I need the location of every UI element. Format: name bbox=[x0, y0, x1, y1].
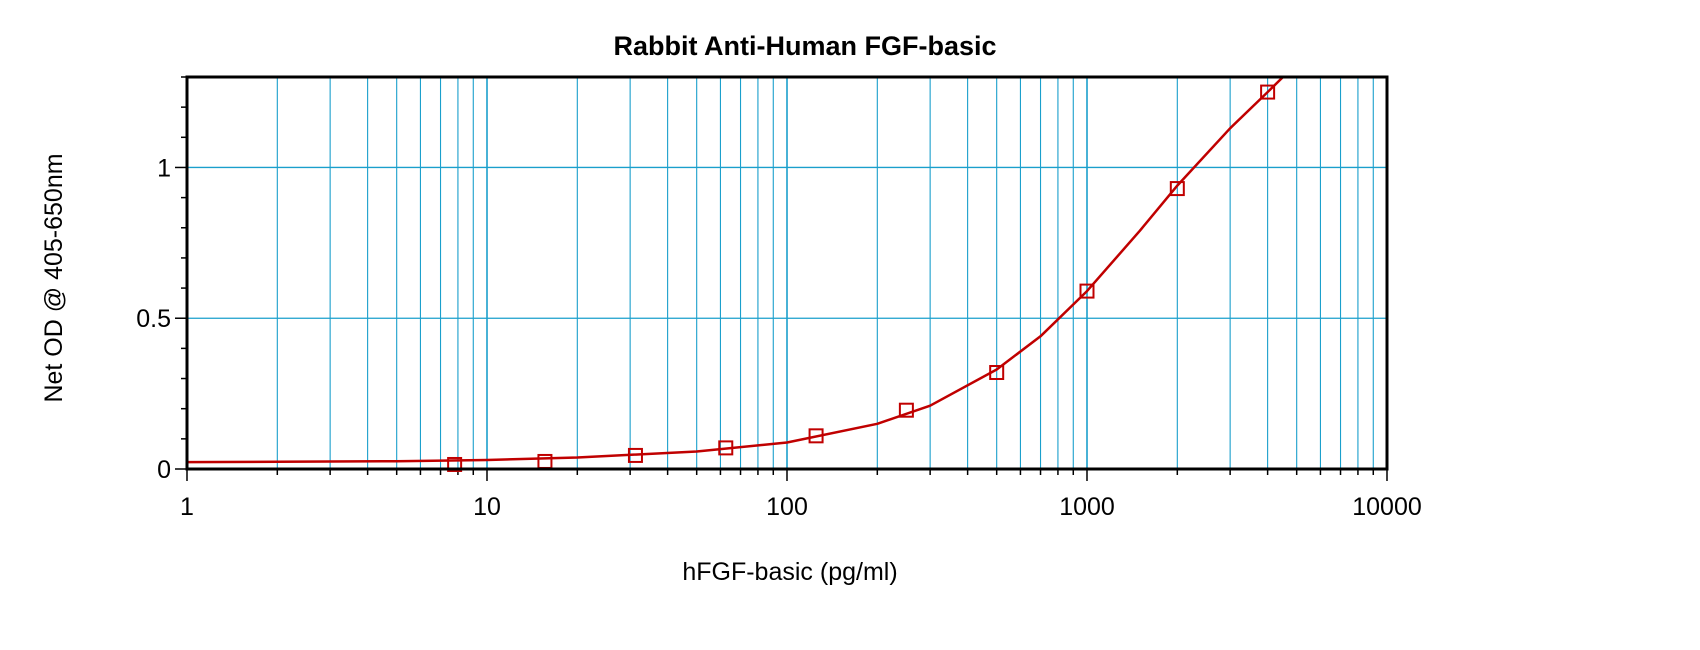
x-tick-label: 100 bbox=[766, 493, 808, 521]
x-tick-label: 1 bbox=[180, 493, 194, 521]
x-axis-label: hFGF-basic (pg/ml) bbox=[682, 558, 897, 586]
plot-frame bbox=[185, 75, 1389, 471]
data-point bbox=[989, 365, 1005, 381]
data-point bbox=[627, 447, 643, 463]
y-tick-label: 0 bbox=[157, 456, 171, 484]
grid bbox=[187, 77, 1387, 469]
y-axis-label: Net OD @ 405-650nm bbox=[40, 153, 68, 402]
x-tick-label: 1000 bbox=[1059, 493, 1115, 521]
y-tick-label: 0.5 bbox=[136, 305, 171, 333]
data-point bbox=[1260, 84, 1276, 100]
data-point bbox=[447, 456, 463, 472]
x-tick-label: 10 bbox=[473, 493, 501, 521]
data-points bbox=[447, 84, 1276, 472]
data-point bbox=[718, 440, 734, 456]
fit-curve-layer bbox=[187, 77, 1284, 464]
data-point bbox=[1169, 181, 1185, 197]
fit-curve bbox=[187, 77, 1284, 464]
data-point bbox=[537, 453, 553, 469]
data-point bbox=[1079, 283, 1095, 299]
axis-ticks: 0 0.5 1 1 10 100 1000 10000 bbox=[136, 76, 1422, 521]
x-tick-label: 10000 bbox=[1352, 493, 1422, 521]
data-point bbox=[808, 428, 824, 444]
chart-title: Rabbit Anti-Human FGF-basic bbox=[614, 31, 997, 61]
data-point bbox=[898, 402, 914, 418]
y-tick-label: 1 bbox=[157, 154, 171, 182]
